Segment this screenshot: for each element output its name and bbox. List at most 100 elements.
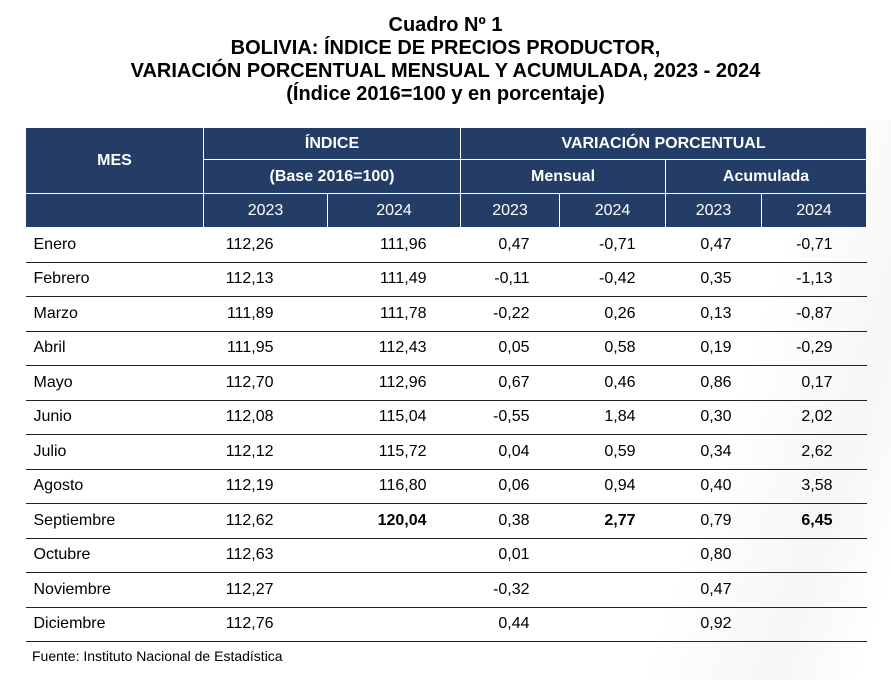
header-year: 2023 <box>203 193 328 228</box>
cumulative-2024-cell: 3,58 <box>761 469 867 504</box>
month-cell: Junio <box>25 400 204 435</box>
monthly-2023-cell: 0,06 <box>460 469 560 504</box>
cumulative-2023-cell: 0,79 <box>665 503 762 539</box>
monthly-2024-cell: 2,77 <box>559 503 666 539</box>
cumulative-2024-cell: 2,62 <box>761 434 867 470</box>
index-2023-cell: 112,08 <box>203 400 328 435</box>
month-cell: Noviembre <box>25 572 204 608</box>
cumulative-2024-cell: -1,13 <box>761 262 867 297</box>
index-2023-cell: 111,89 <box>203 296 328 332</box>
index-2023-cell: 111,95 <box>203 331 328 366</box>
table-row: Enero 112,26 111,96 0,47 -0,71 0,47 -0,71 <box>25 227 867 263</box>
table-row: Agosto 112,19 116,80 0,06 0,94 0,40 3,58 <box>25 469 867 504</box>
header-year: 2023 <box>460 193 561 228</box>
cumulative-2024-cell: 6,45 <box>761 503 867 539</box>
month-cell: Febrero <box>25 262 204 297</box>
index-2023-cell: 112,27 <box>203 572 328 608</box>
cumulative-2023-cell: 0,47 <box>665 227 762 263</box>
month-cell: Mayo <box>25 365 204 401</box>
index-2024-cell: 111,49 <box>327 262 461 297</box>
cumulative-2024-cell: 0,17 <box>761 365 867 401</box>
monthly-2024-cell: 1,84 <box>559 400 666 435</box>
cumulative-2023-cell: 0,92 <box>665 607 762 642</box>
header-year: 2023 <box>665 193 763 228</box>
monthly-2023-cell: 0,01 <box>460 538 560 573</box>
cumulative-2023-cell: 0,40 <box>665 469 762 504</box>
month-cell: Agosto <box>25 469 204 504</box>
index-2023-cell: 112,19 <box>203 469 328 504</box>
monthly-2023-cell: 0,05 <box>460 331 560 366</box>
index-2023-cell: 112,12 <box>203 434 328 470</box>
cumulative-2023-cell: 0,19 <box>665 331 762 366</box>
monthly-2024-cell: -0,71 <box>559 227 666 263</box>
index-2024-cell: 115,72 <box>327 434 461 470</box>
cumulative-2023-cell: 0,47 <box>665 572 762 608</box>
monthly-2024-cell: -0,42 <box>559 262 666 297</box>
table-row: Junio 112,08 115,04 -0,55 1,84 0,30 2,02 <box>25 400 867 435</box>
cumulative-2023-cell: 0,35 <box>665 262 762 297</box>
monthly-2024-cell: 0,26 <box>559 296 666 332</box>
index-2023-cell: 112,13 <box>203 262 328 297</box>
title-line-1: Cuadro Nº 1 <box>388 14 503 36</box>
title-line-4: (Índice 2016=100 y en porcentaje) <box>286 83 605 105</box>
title-line-3: VARIACIÓN PORCENTUAL MENSUAL Y ACUMULADA… <box>130 60 761 82</box>
month-cell: Marzo <box>25 296 204 332</box>
index-2023-cell: 112,26 <box>203 227 328 263</box>
monthly-2024-cell: 0,94 <box>559 469 666 504</box>
monthly-2024-cell: 0,58 <box>559 331 666 366</box>
monthly-2023-cell: -0,32 <box>460 572 560 608</box>
month-cell: Enero <box>25 227 204 263</box>
header-variacion: VARIACIÓN PORCENTUAL <box>460 127 868 160</box>
cumulative-2023-cell: 0,30 <box>665 400 762 435</box>
index-2024-cell: 116,80 <box>327 469 461 504</box>
monthly-2024-cell: 0,59 <box>559 434 666 470</box>
table-body: Enero 112,26 111,96 0,47 -0,71 0,47 -0,71 Febre… <box>25 227 867 642</box>
cumulative-2024-cell <box>761 538 867 573</box>
header-acumulada: Acumulada <box>665 159 868 194</box>
cumulative-2023-cell: 0,13 <box>665 296 762 332</box>
table-row: Noviembre 112,27 -0,32 0,47 <box>25 572 867 608</box>
monthly-2023-cell: 0,47 <box>460 227 560 263</box>
cumulative-2024-cell: -0,29 <box>761 331 867 366</box>
table-row: Febrero 112,13 111,49 -0,11 -0,42 0,35 -1,13 <box>25 262 867 297</box>
header-base: (Base 2016=100) <box>202 159 462 194</box>
index-2023-cell: 112,76 <box>203 607 328 642</box>
index-2023-cell: 112,62 <box>203 503 328 539</box>
monthly-2023-cell: 0,67 <box>460 365 560 401</box>
monthly-2023-cell: 0,44 <box>460 607 560 642</box>
cumulative-2024-cell <box>761 607 867 642</box>
table-row: Septiembre 112,62 120,04 0,38 2,77 0,79 6,45 <box>25 503 867 539</box>
monthly-2023-cell: 0,04 <box>460 434 560 470</box>
header-mensual: Mensual <box>460 159 667 194</box>
index-2024-cell: 115,04 <box>327 400 461 435</box>
header-indice: ÍNDICE <box>202 127 462 160</box>
price-index-table: MES ÍNDICE VARIACIÓN PORCENTUAL (Base 20… <box>25 127 868 642</box>
index-2024-cell: 112,96 <box>327 365 461 401</box>
table-title: Cuadro Nº 1 BOLIVIA: ÍNDICE DE PRECIOS P… <box>0 14 891 106</box>
cumulative-2023-cell: 0,34 <box>665 434 762 470</box>
month-cell: Abril <box>25 331 204 366</box>
title-line-2: BOLIVIA: ÍNDICE DE PRECIOS PRODUCTOR, <box>230 37 661 59</box>
table-row: Mayo 112,70 112,96 0,67 0,46 0,86 0,17 <box>25 365 867 401</box>
monthly-2023-cell: -0,11 <box>460 262 560 297</box>
month-cell: Julio <box>25 434 204 470</box>
monthly-2024-cell <box>559 572 666 608</box>
cumulative-2023-cell: 0,86 <box>665 365 762 401</box>
table-row: Julio 112,12 115,72 0,04 0,59 0,34 2,62 <box>25 434 867 470</box>
header-year: 2024 <box>326 193 462 228</box>
month-cell: Diciembre <box>25 607 204 642</box>
table-row: Abril 111,95 112,43 0,05 0,58 0,19 -0,29 <box>25 331 867 366</box>
header-year: 2024 <box>761 193 868 228</box>
cumulative-2023-cell: 0,80 <box>665 538 762 573</box>
month-cell: Septiembre <box>25 503 204 539</box>
monthly-2023-cell: 0,38 <box>460 503 560 539</box>
table-row: Diciembre 112,76 0,44 0,92 <box>25 607 867 642</box>
index-2024-cell <box>327 572 461 608</box>
cumulative-2024-cell: -0,87 <box>761 296 867 332</box>
index-2024-cell: 112,43 <box>327 331 461 366</box>
index-2024-cell: 111,96 <box>327 227 461 263</box>
table-row: Marzo 111,89 111,78 -0,22 0,26 0,13 -0,87 <box>25 296 867 332</box>
monthly-2024-cell <box>559 607 666 642</box>
index-2024-cell <box>327 538 461 573</box>
index-2023-cell: 112,63 <box>203 538 328 573</box>
